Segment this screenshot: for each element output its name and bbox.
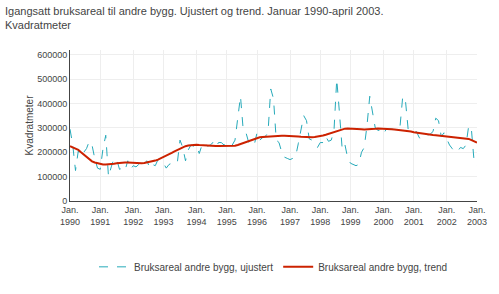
svg-text:Bruksareal andre bygg, trend: Bruksareal andre bygg, trend xyxy=(318,262,447,273)
svg-text:Jan.2003: Jan.2003 xyxy=(467,205,487,227)
svg-text:Jan.1994: Jan.1994 xyxy=(186,205,206,227)
svg-text:Jan.1991: Jan.1991 xyxy=(90,205,110,227)
svg-text:Jan.2002: Jan.2002 xyxy=(437,205,457,227)
svg-text:300000: 300000 xyxy=(37,123,67,133)
svg-text:Jan.1999: Jan.1999 xyxy=(340,205,360,227)
svg-text:Jan.1997: Jan.1997 xyxy=(280,205,300,227)
svg-text:Jan.1992: Jan.1992 xyxy=(123,205,143,227)
svg-text:Bruksareal andre bygg, ujuster: Bruksareal andre bygg, ujustert xyxy=(134,262,273,273)
svg-text:Jan.1995: Jan.1995 xyxy=(217,205,237,227)
svg-text:600000: 600000 xyxy=(37,50,67,60)
svg-text:Kvadratmeter: Kvadratmeter xyxy=(24,95,35,156)
svg-text:Jan.2000: Jan.2000 xyxy=(373,205,393,227)
svg-text:Jan.2001: Jan.2001 xyxy=(404,205,424,227)
svg-text:Jan.1996: Jan.1996 xyxy=(247,205,267,227)
svg-text:Jan.1998: Jan.1998 xyxy=(310,205,330,227)
svg-text:500000: 500000 xyxy=(37,74,67,84)
svg-text:100000: 100000 xyxy=(37,172,67,182)
svg-text:200000: 200000 xyxy=(37,147,67,157)
svg-text:Jan.1993: Jan.1993 xyxy=(153,205,173,227)
svg-text:Igangsatt bruksareal til andre: Igangsatt bruksareal til andre bygg. Uju… xyxy=(5,5,384,31)
svg-text:0: 0 xyxy=(62,196,67,206)
svg-text:Jan.1990: Jan.1990 xyxy=(60,205,80,227)
svg-text:400000: 400000 xyxy=(37,99,67,109)
